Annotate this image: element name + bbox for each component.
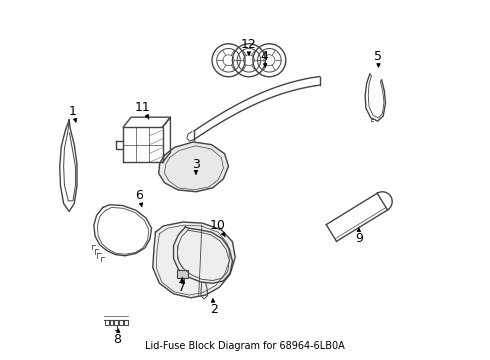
Polygon shape <box>153 222 235 298</box>
Text: 11: 11 <box>135 101 151 119</box>
Text: 9: 9 <box>355 228 363 246</box>
Text: 2: 2 <box>210 299 218 316</box>
Text: 6: 6 <box>135 189 143 206</box>
Text: 10: 10 <box>210 219 225 237</box>
Bar <box>177 270 188 278</box>
Text: 1: 1 <box>69 105 77 122</box>
Text: 5: 5 <box>374 50 383 67</box>
Text: 4: 4 <box>261 50 269 67</box>
Text: 12: 12 <box>241 38 257 55</box>
Text: 8: 8 <box>113 329 122 346</box>
Polygon shape <box>173 227 232 283</box>
Polygon shape <box>159 142 228 192</box>
Text: 7: 7 <box>178 278 186 294</box>
Text: Lid-Fuse Block Diagram for 68964-6LB0A: Lid-Fuse Block Diagram for 68964-6LB0A <box>145 342 345 351</box>
Text: 3: 3 <box>192 158 200 174</box>
